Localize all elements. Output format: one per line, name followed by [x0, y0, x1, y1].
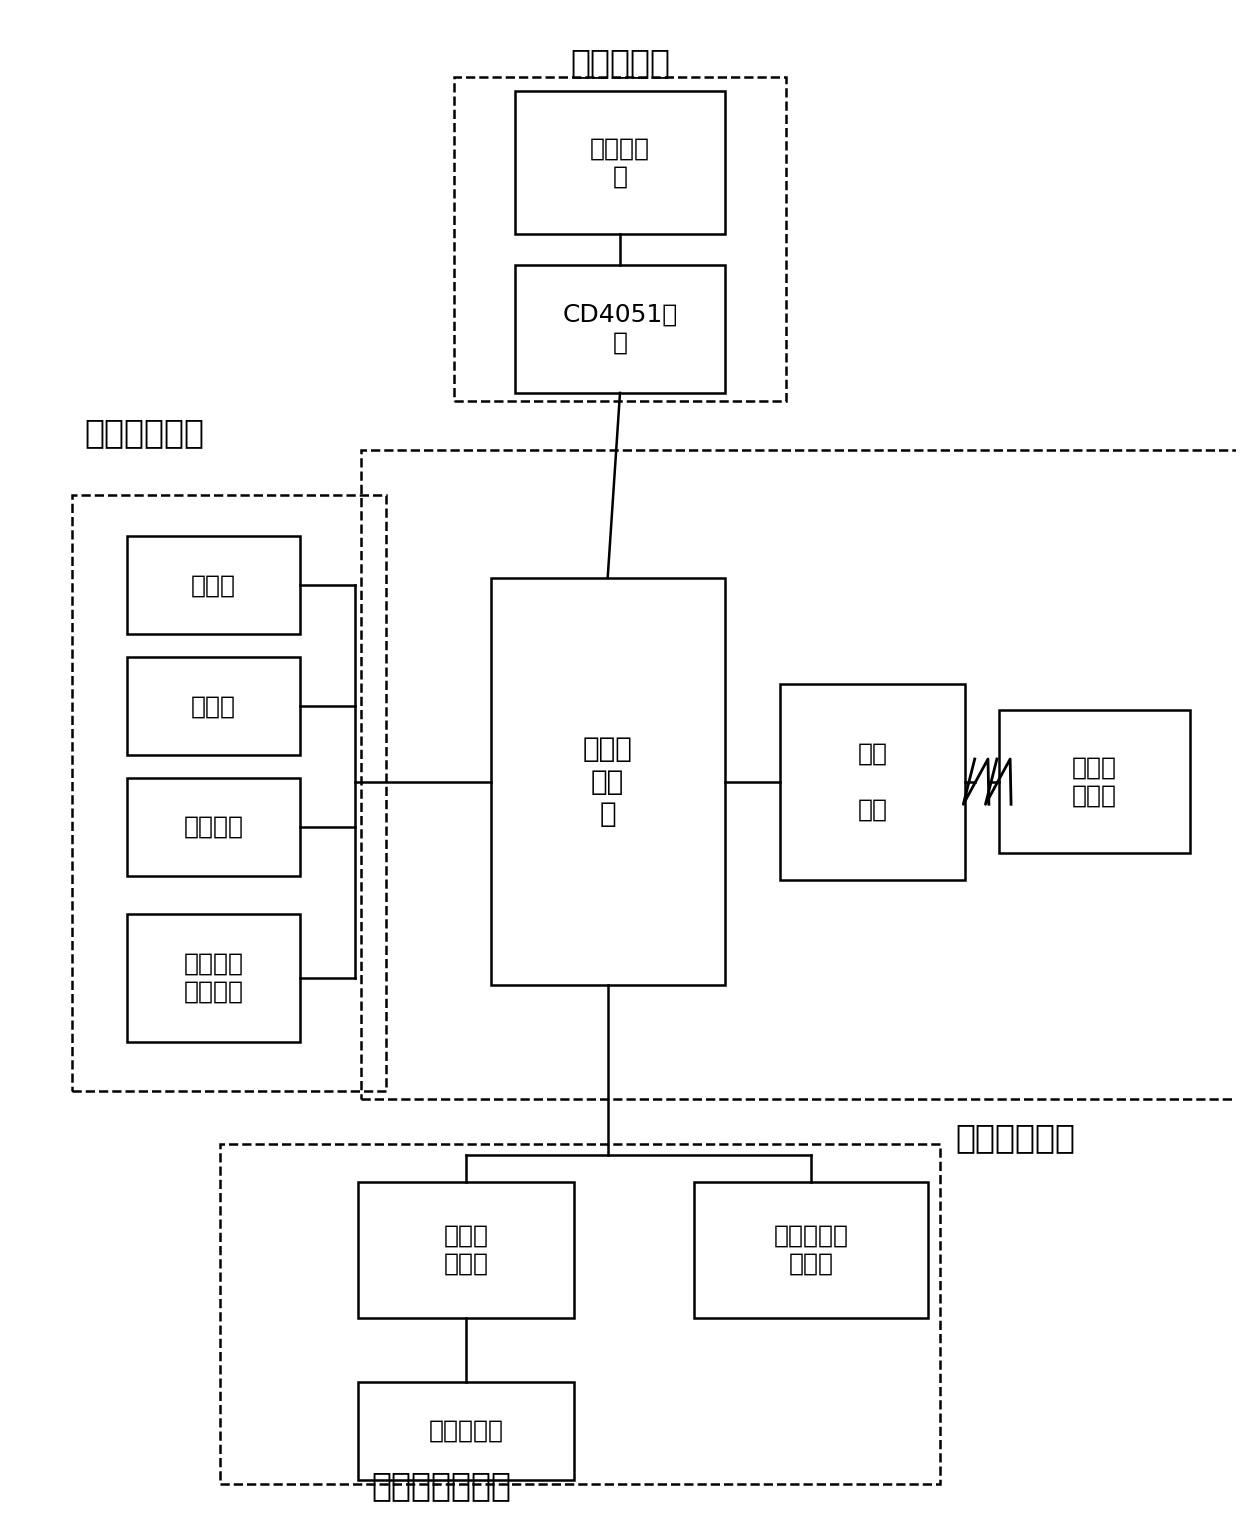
- Bar: [516, 91, 724, 234]
- Bar: [128, 657, 300, 756]
- Bar: [128, 914, 300, 1041]
- Text: 飞行控制模块: 飞行控制模块: [956, 1122, 1076, 1154]
- Text: 气压计: 气压计: [191, 574, 236, 598]
- Bar: [516, 264, 724, 393]
- Text: 数传

图传: 数传 图传: [858, 742, 888, 821]
- Bar: [780, 683, 965, 880]
- Bar: [128, 777, 300, 876]
- Text: 超声波模块: 超声波模块: [570, 47, 670, 79]
- Text: 三轴陀螺
仪传感器: 三轴陀螺 仪传感器: [184, 952, 243, 1003]
- Text: 姿态识别模块: 姿态识别模块: [84, 416, 205, 449]
- Text: CD4051芯
片: CD4051芯 片: [563, 304, 677, 355]
- Bar: [72, 495, 386, 1091]
- Text: 双目摄像机: 双目摄像机: [429, 1419, 503, 1442]
- Bar: [998, 710, 1189, 853]
- Text: 三轴云台系
统模块: 三轴云台系 统模块: [774, 1224, 848, 1275]
- Text: 双目摄像机模块: 双目摄像机模块: [372, 1469, 511, 1501]
- Bar: [219, 1145, 940, 1483]
- Text: 加速度计: 加速度计: [184, 815, 243, 839]
- Bar: [491, 578, 724, 985]
- Text: 磁力计: 磁力计: [191, 694, 236, 718]
- Text: 嵌入式
单片
机: 嵌入式 单片 机: [583, 735, 632, 827]
- Bar: [358, 1181, 574, 1318]
- Text: 八路超声
波: 八路超声 波: [590, 137, 650, 188]
- Bar: [128, 536, 300, 635]
- Bar: [361, 449, 1240, 1099]
- Bar: [694, 1181, 928, 1318]
- Bar: [358, 1381, 574, 1480]
- Text: 地面站
遥控器: 地面站 遥控器: [1071, 756, 1117, 808]
- Text: 树梅派
控制板: 树梅派 控制板: [444, 1224, 489, 1275]
- Bar: [454, 76, 786, 401]
